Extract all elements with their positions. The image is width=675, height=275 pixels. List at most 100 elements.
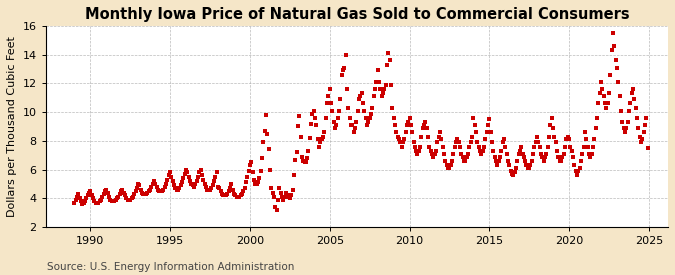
Point (492, 163, 503, 167)
Point (396, 144, 407, 149)
Point (436, 137, 447, 142)
Y-axis label: Dollars per Thousand Cubic Feet: Dollars per Thousand Cubic Feet (7, 36, 17, 217)
Point (568, 155, 578, 159)
Point (90, 200, 101, 205)
Point (329, 126, 340, 130)
Point (239, 186, 250, 190)
Point (617, 120, 628, 124)
Point (213, 185, 223, 189)
Point (362, 123, 373, 127)
Point (321, 116, 331, 120)
Point (118, 190, 129, 195)
Point (613, 80, 624, 84)
Point (339, 65, 350, 70)
Point (200, 185, 211, 189)
Point (387, 106, 398, 110)
Point (381, 62, 392, 67)
Point (144, 189, 155, 193)
Point (595, 80, 606, 84)
Point (581, 137, 592, 142)
Point (404, 116, 415, 120)
Point (522, 166, 533, 170)
Point (146, 185, 157, 189)
Point (261, 113, 271, 117)
Point (384, 58, 395, 63)
Point (428, 155, 439, 159)
Point (468, 116, 479, 120)
Point (142, 190, 153, 195)
Point (271, 208, 282, 212)
Point (236, 192, 247, 196)
Point (251, 182, 262, 186)
Point (247, 170, 258, 175)
Point (76, 199, 86, 204)
Point (167, 179, 178, 183)
Point (460, 159, 470, 163)
Point (240, 180, 251, 185)
Point (114, 192, 125, 196)
Point (470, 130, 481, 134)
Point (499, 137, 510, 142)
Point (368, 94, 379, 98)
Point (327, 108, 338, 113)
Point (606, 48, 617, 53)
Point (536, 152, 547, 156)
Point (620, 130, 630, 134)
Point (86, 193, 97, 198)
Point (78, 200, 89, 205)
Point (342, 87, 352, 91)
Point (504, 163, 514, 167)
Point (161, 182, 171, 186)
Point (259, 129, 270, 133)
Point (162, 177, 173, 182)
Point (158, 188, 169, 192)
Point (122, 197, 133, 202)
Point (392, 134, 403, 139)
Point (109, 199, 119, 204)
Point (450, 144, 460, 149)
Point (287, 188, 298, 192)
Point (299, 160, 310, 164)
Point (489, 155, 500, 159)
Point (181, 167, 192, 172)
Point (234, 195, 244, 199)
Point (425, 149, 436, 153)
Point (605, 73, 616, 77)
Point (389, 123, 400, 127)
Point (566, 149, 577, 153)
Point (473, 144, 484, 149)
Point (113, 195, 124, 199)
Point (242, 175, 252, 179)
Point (533, 140, 544, 144)
Point (556, 159, 566, 163)
Point (229, 192, 240, 196)
Point (562, 134, 573, 139)
Point (529, 144, 540, 149)
Point (333, 108, 344, 113)
Point (115, 189, 126, 193)
Point (481, 130, 492, 134)
Point (141, 192, 152, 196)
Point (624, 108, 634, 113)
Point (340, 53, 351, 57)
Point (525, 163, 536, 167)
Point (280, 190, 291, 195)
Point (136, 188, 146, 192)
Point (528, 152, 539, 156)
Point (637, 137, 647, 142)
Point (457, 155, 468, 159)
Point (103, 195, 114, 199)
Point (170, 186, 181, 190)
Point (165, 170, 176, 175)
Point (203, 188, 214, 192)
Point (377, 91, 388, 96)
Point (509, 170, 520, 175)
Point (148, 179, 159, 183)
Point (520, 159, 531, 163)
Point (133, 182, 144, 186)
Point (93, 200, 104, 205)
Point (545, 123, 556, 127)
Point (192, 179, 202, 183)
Point (459, 159, 470, 163)
Point (163, 173, 174, 177)
